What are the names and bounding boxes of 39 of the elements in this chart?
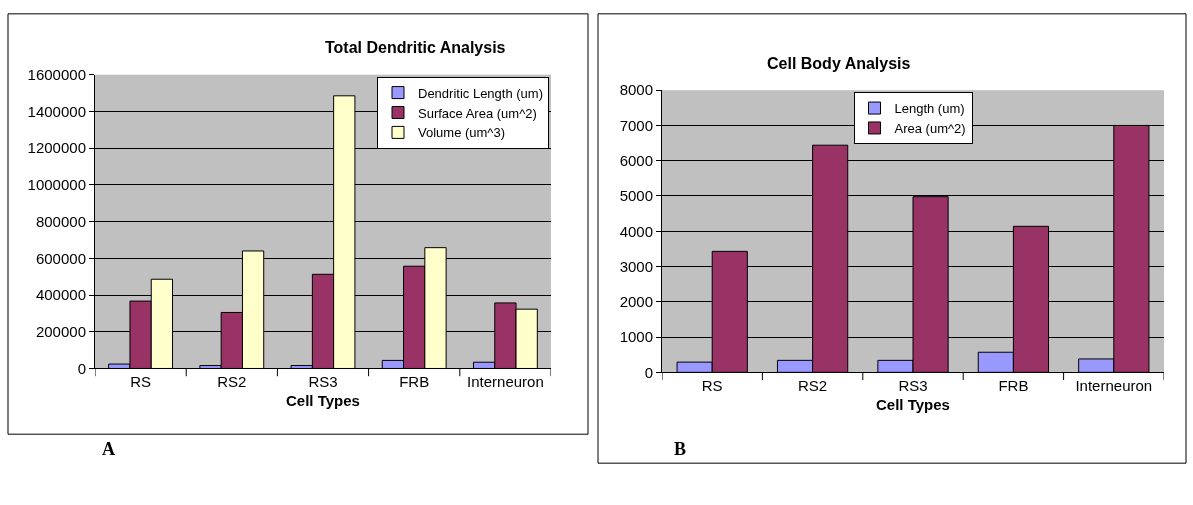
y-tick-label: 4000 (619, 222, 653, 240)
y-tick-label: 800000 (35, 212, 86, 230)
chart-title: Cell Body Analysis (767, 55, 911, 72)
y-tick-label: 6000 (619, 151, 653, 169)
y-tick-label: 1000000 (27, 176, 86, 194)
y-tick-label: 600000 (35, 249, 86, 267)
x-tick-label: Interneuron (1075, 377, 1153, 395)
y-tick-label: 200000 (35, 323, 86, 341)
y-tick-label: 1600000 (27, 65, 86, 83)
chart-title: Total Dendritic Analysis (325, 39, 506, 56)
x-tick-label: RS (130, 373, 152, 391)
y-tick-label: 400000 (35, 286, 86, 304)
y-tick-label: 5000 (619, 187, 653, 205)
legend-label: Volume (um^3) (418, 125, 506, 141)
y-tick-label: 2000 (619, 293, 653, 311)
x-axis-title: Cell Types (876, 396, 950, 414)
x-tick-label: RS3 (308, 373, 338, 391)
legend-label: Surface Area (um^2) (418, 105, 537, 121)
legend-label: Dendritic Length (um) (418, 85, 543, 101)
x-tick-label: RS3 (898, 377, 928, 395)
x-tick-label: RS2 (798, 377, 828, 395)
y-tick-label: 1200000 (27, 139, 86, 157)
y-tick-label: 1000 (619, 328, 653, 346)
text: A (102, 439, 115, 459)
x-tick-label: RS (701, 377, 723, 395)
x-tick-label: RS2 (217, 373, 247, 391)
legend-label: Area (um^2) (894, 121, 966, 137)
y-tick-label: 7000 (619, 116, 653, 134)
legend-label: Length (um) (894, 101, 965, 117)
x-axis-title: Cell Types (286, 392, 360, 410)
text: B (674, 439, 687, 459)
x-tick-label: Interneuron (467, 373, 544, 391)
y-tick-label: 0 (644, 363, 653, 381)
y-tick-label: 3000 (619, 257, 653, 275)
x-tick-label: FRB (399, 373, 430, 391)
x-tick-label: FRB (998, 377, 1029, 395)
y-tick-label: 8000 (619, 81, 653, 99)
y-tick-label: 1400000 (27, 102, 86, 120)
y-tick-label: 0 (77, 359, 86, 377)
